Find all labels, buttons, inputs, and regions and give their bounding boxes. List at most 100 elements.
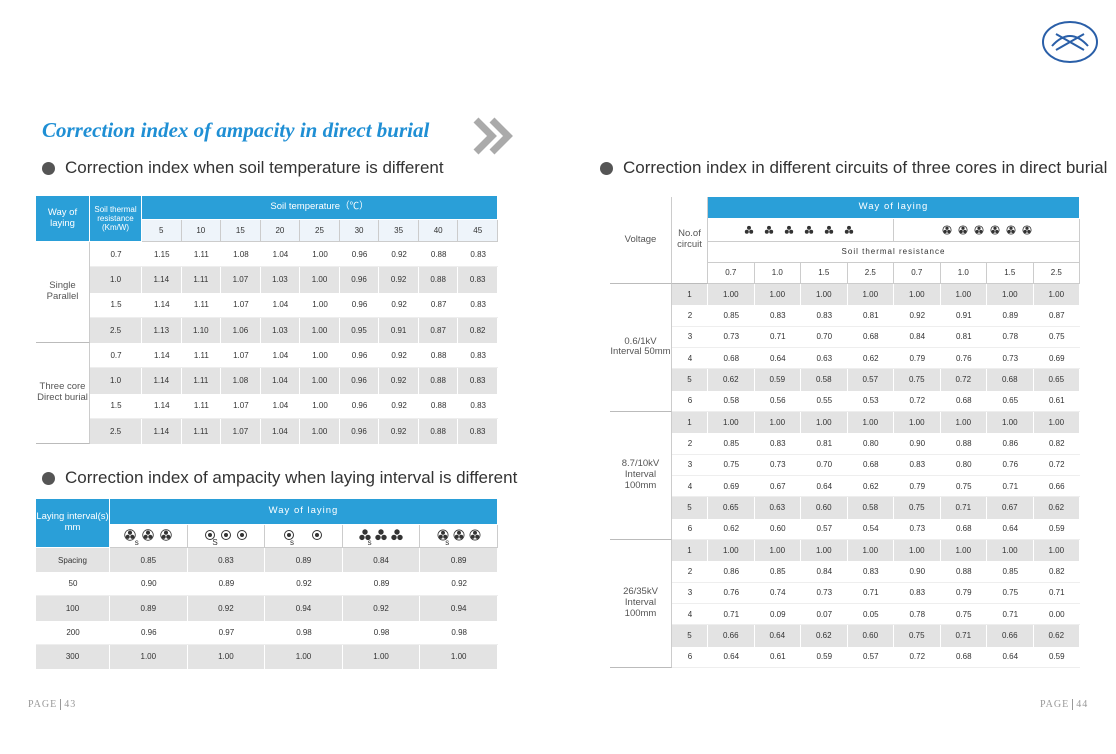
value-cell: 1.07 bbox=[221, 393, 261, 419]
value-cell: 0.92 bbox=[342, 596, 421, 621]
value-cell: 0.68 bbox=[847, 454, 894, 476]
value-cell: 0.91 bbox=[379, 317, 419, 343]
value-cell: 0.71 bbox=[708, 603, 755, 626]
value-cell: 0.89 bbox=[420, 548, 498, 573]
value-cell: 0.84 bbox=[342, 548, 421, 573]
value-cell: 1.14 bbox=[142, 368, 182, 394]
value-cell: 0.96 bbox=[339, 292, 380, 318]
value-cell: 0.75 bbox=[894, 497, 941, 519]
icon-cell: S bbox=[187, 525, 266, 548]
column-header: 20 bbox=[260, 220, 301, 242]
value-cell: 1.14 bbox=[142, 343, 182, 369]
value-cell: 1.00 bbox=[940, 411, 987, 434]
value-cell: 1.00 bbox=[300, 242, 340, 268]
value-cell: 0.88 bbox=[418, 242, 459, 268]
row-label: 6 bbox=[672, 390, 708, 412]
value-cell: 1.00 bbox=[754, 284, 801, 306]
value-cell: 0.63 bbox=[754, 497, 801, 519]
row-label: 2 bbox=[672, 305, 708, 327]
value-cell: 0.94 bbox=[420, 596, 498, 621]
value-cell: 0.90 bbox=[110, 572, 188, 597]
page-label: PAGE bbox=[1040, 699, 1070, 710]
footer-left: PAGE 43 bbox=[28, 699, 76, 710]
value-cell: 0.71 bbox=[940, 625, 987, 647]
value-cell: 1.00 bbox=[801, 284, 848, 306]
value-cell: 0.83 bbox=[754, 305, 801, 327]
value-cell: 1.00 bbox=[1033, 411, 1080, 434]
value-cell: 0.87 bbox=[418, 317, 459, 343]
value-cell: 0.84 bbox=[801, 561, 848, 583]
value-cell: 0.71 bbox=[987, 475, 1034, 498]
value-cell: 0.64 bbox=[708, 646, 755, 668]
value-cell: 1.04 bbox=[260, 393, 301, 419]
row-label: 3 bbox=[672, 326, 708, 348]
value-cell: 1.11 bbox=[181, 393, 222, 419]
value-cell: 0.09 bbox=[754, 603, 801, 626]
value-cell: 0.89 bbox=[265, 548, 343, 573]
value-cell: 0.83 bbox=[801, 305, 848, 327]
icon-cell bbox=[894, 219, 1080, 242]
value-cell: 1.00 bbox=[847, 411, 894, 434]
value-cell: 0.73 bbox=[754, 454, 801, 476]
value-cell: 0.68 bbox=[987, 369, 1034, 391]
value-cell: 0.85 bbox=[708, 433, 755, 455]
value-cell: 1.00 bbox=[420, 644, 498, 669]
value-cell: 0.65 bbox=[708, 497, 755, 519]
value-cell: 1.13 bbox=[142, 317, 182, 343]
column-header: 1.5 bbox=[801, 263, 848, 284]
row-label: 5 bbox=[672, 497, 708, 519]
value-cell: 1.00 bbox=[801, 411, 848, 434]
value-cell: 0.62 bbox=[847, 475, 894, 498]
header-cell: Laying interval(s) mm bbox=[36, 499, 110, 548]
value-cell: 0.68 bbox=[847, 326, 894, 348]
row-label: 1.0 bbox=[90, 267, 142, 293]
spacing-label: s bbox=[445, 537, 450, 547]
value-cell: 1.00 bbox=[300, 317, 340, 343]
row-label: 1.5 bbox=[90, 393, 142, 419]
value-cell: 0.88 bbox=[418, 368, 459, 394]
value-cell: 0.73 bbox=[801, 582, 848, 604]
value-cell: 0.63 bbox=[801, 347, 848, 370]
icon-cell: s bbox=[342, 525, 421, 548]
row-label: 1 bbox=[672, 539, 708, 562]
value-cell: 0.83 bbox=[847, 561, 894, 583]
value-cell: 0.81 bbox=[847, 305, 894, 327]
value-cell: 1.00 bbox=[300, 292, 340, 318]
value-cell: 0.70 bbox=[801, 326, 848, 348]
value-cell: 0.72 bbox=[940, 369, 987, 391]
value-cell: 0.76 bbox=[940, 347, 987, 370]
value-cell: 0.92 bbox=[379, 242, 419, 268]
row-label: 4 bbox=[672, 475, 708, 498]
value-cell: 0.64 bbox=[801, 475, 848, 498]
value-cell: 0.57 bbox=[847, 646, 894, 668]
value-cell: 0.83 bbox=[458, 242, 498, 268]
value-cell: 0.96 bbox=[339, 343, 380, 369]
header-cell: Soil thermal resistance bbox=[708, 242, 1080, 263]
icon-cell bbox=[708, 219, 894, 242]
section-heading: Correction index in different circuits o… bbox=[600, 158, 1107, 178]
value-cell: 1.00 bbox=[987, 539, 1034, 562]
logo bbox=[1042, 21, 1098, 63]
value-cell: 0.86 bbox=[987, 433, 1034, 455]
row-label: 6 bbox=[672, 646, 708, 668]
row-label: 3 bbox=[672, 454, 708, 476]
value-cell: 0.75 bbox=[940, 475, 987, 498]
column-header: 1.0 bbox=[940, 263, 987, 284]
value-cell: 1.08 bbox=[221, 242, 261, 268]
value-cell: 0.57 bbox=[801, 518, 848, 540]
value-cell: 1.15 bbox=[142, 242, 182, 268]
value-cell: 0.98 bbox=[342, 620, 421, 645]
value-cell: 0.66 bbox=[987, 625, 1034, 647]
value-cell: 0.75 bbox=[894, 369, 941, 391]
value-cell: 0.89 bbox=[187, 572, 266, 597]
value-cell: 0.00 bbox=[1033, 603, 1080, 626]
cable-icon bbox=[124, 529, 172, 541]
value-cell: 0.92 bbox=[379, 267, 419, 293]
value-cell: 0.92 bbox=[379, 292, 419, 318]
value-cell: 0.89 bbox=[110, 596, 188, 621]
value-cell: 0.98 bbox=[420, 620, 498, 645]
value-cell: 0.75 bbox=[987, 582, 1034, 604]
value-cell: 0.72 bbox=[894, 390, 941, 412]
header-cell: No.of circuit bbox=[672, 197, 708, 284]
